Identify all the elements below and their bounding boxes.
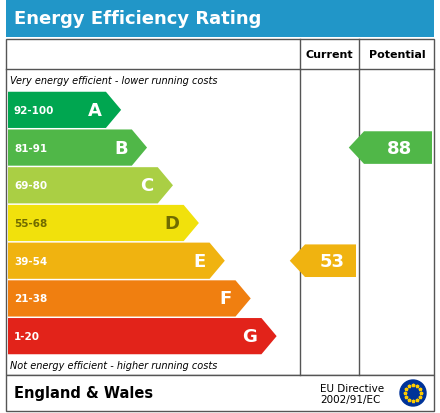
Polygon shape [8, 130, 147, 166]
Text: E: E [193, 252, 205, 270]
Polygon shape [8, 93, 121, 129]
Text: C: C [140, 177, 154, 195]
Text: 92-100: 92-100 [14, 106, 55, 116]
Text: 1-20: 1-20 [14, 331, 40, 341]
Polygon shape [290, 245, 356, 278]
Polygon shape [8, 205, 199, 242]
Text: Potential: Potential [369, 50, 425, 60]
Text: Not energy efficient - higher running costs: Not energy efficient - higher running co… [10, 360, 217, 370]
Text: Very energy efficient - lower running costs: Very energy efficient - lower running co… [10, 76, 217, 86]
Polygon shape [8, 281, 251, 317]
Text: EU Directive: EU Directive [320, 383, 384, 393]
Text: 21-38: 21-38 [14, 294, 47, 304]
Polygon shape [8, 243, 225, 279]
Text: B: B [114, 139, 128, 157]
Circle shape [400, 380, 426, 406]
Polygon shape [8, 168, 173, 204]
Polygon shape [8, 318, 277, 354]
Text: F: F [219, 290, 231, 308]
Text: 81-91: 81-91 [14, 143, 47, 153]
Text: A: A [88, 102, 102, 120]
Text: Energy Efficiency Rating: Energy Efficiency Rating [14, 10, 261, 28]
Text: 39-54: 39-54 [14, 256, 47, 266]
Bar [6, 0, 434, 38]
Bar [6, 375, 434, 411]
Text: 2002/91/EC: 2002/91/EC [320, 394, 380, 404]
Bar [6, 40, 434, 375]
Text: England & Wales: England & Wales [14, 386, 153, 401]
Text: G: G [242, 328, 257, 345]
Text: 55-68: 55-68 [14, 218, 47, 228]
Text: 69-80: 69-80 [14, 181, 47, 191]
Text: D: D [165, 214, 180, 233]
Text: 88: 88 [387, 139, 413, 157]
Polygon shape [349, 132, 432, 164]
Text: 53: 53 [320, 252, 345, 270]
Text: Current: Current [306, 50, 353, 60]
